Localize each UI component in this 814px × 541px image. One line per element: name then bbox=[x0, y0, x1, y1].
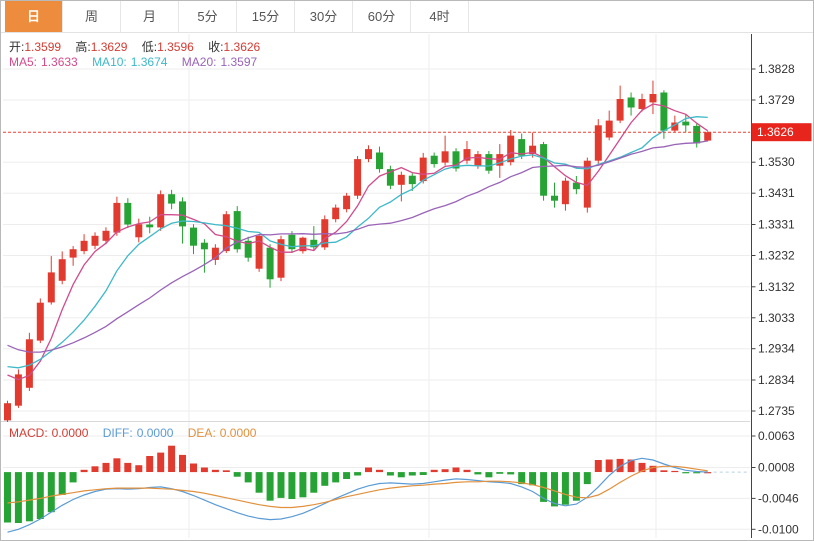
macd-label: MACD: bbox=[9, 426, 48, 440]
ma5-readout: MA5: 1.3633 bbox=[9, 55, 78, 69]
gridlines bbox=[1, 34, 750, 538]
tab-min15[interactable]: 15分 bbox=[237, 1, 295, 32]
dea-label: DEA: bbox=[187, 426, 216, 440]
macd-panel bbox=[4, 445, 750, 533]
tab-month[interactable]: 月 bbox=[121, 1, 179, 32]
diff-label: DIFF: bbox=[102, 426, 133, 440]
ma-lines bbox=[7, 103, 709, 381]
macd-value: 0.0000 bbox=[51, 426, 89, 440]
current-price-value: 1.3626 bbox=[757, 125, 794, 139]
close-value: 1.3626 bbox=[223, 40, 261, 54]
dea-value: 0.0000 bbox=[219, 426, 257, 440]
diff-value: 0.0000 bbox=[136, 426, 174, 440]
macd-readout: MACD: 0.0000 bbox=[9, 426, 88, 440]
svg-text:1.2834: 1.2834 bbox=[758, 373, 795, 387]
tab-week[interactable]: 周 bbox=[63, 1, 121, 32]
svg-text:1.3232: 1.3232 bbox=[758, 249, 795, 263]
open-label: 开: bbox=[9, 40, 25, 54]
ma-legend: MA5: 1.3633 MA10: 1.3674 MA20: 1.3597 bbox=[9, 55, 268, 69]
tab-min5[interactable]: 5分 bbox=[179, 1, 237, 32]
dea-readout: DEA: 0.0000 bbox=[188, 426, 257, 440]
svg-text:-0.0100: -0.0100 bbox=[758, 522, 799, 536]
close-label: 收: bbox=[208, 40, 224, 54]
svg-text:0.0008: 0.0008 bbox=[758, 461, 795, 475]
tab-min30[interactable]: 30分 bbox=[295, 1, 353, 32]
current-price-badge: 1.3626 bbox=[751, 123, 812, 142]
ma10-value: 1.3674 bbox=[130, 55, 168, 69]
ma20-line bbox=[7, 140, 708, 353]
price-axis: 1.3828 1.3729 1.3530 1.3431 1.3331 1.3232 1.31… bbox=[751, 34, 799, 538]
tab-hour4[interactable]: 4时 bbox=[411, 1, 469, 32]
ma20-label: MA20: bbox=[181, 55, 217, 69]
diff-line bbox=[7, 457, 708, 533]
dea-line bbox=[7, 465, 708, 509]
high-readout: 高:1.3629 bbox=[75, 40, 127, 54]
svg-text:-0.0046: -0.0046 bbox=[758, 491, 799, 505]
ma20-value: 1.3597 bbox=[220, 55, 258, 69]
high-value: 1.3629 bbox=[90, 40, 128, 54]
tab-day[interactable]: 日 bbox=[5, 1, 63, 32]
svg-text:1.3132: 1.3132 bbox=[758, 280, 795, 294]
open-value: 1.3599 bbox=[24, 40, 62, 54]
svg-text:1.3530: 1.3530 bbox=[758, 155, 795, 169]
diff-readout: DIFF: 0.0000 bbox=[103, 426, 174, 440]
timeframe-tab-bar: 日周月 5分 15分 30分 60分 4时 bbox=[1, 1, 813, 33]
svg-text:1.3431: 1.3431 bbox=[758, 186, 795, 200]
ma10-label: MA10: bbox=[92, 55, 127, 69]
tab-min60[interactable]: 60分 bbox=[353, 1, 411, 32]
open-readout: 开:1.3599 bbox=[9, 40, 61, 54]
ma5-label: MA5: bbox=[9, 55, 38, 69]
ma5-line bbox=[7, 103, 709, 381]
ma20-readout: MA20: 1.3597 bbox=[182, 55, 257, 69]
low-label: 低: bbox=[141, 40, 158, 54]
svg-text:1.3331: 1.3331 bbox=[758, 218, 795, 232]
macd-legend: MACD: 0.0000 DIFF: 0.0000 DEA: 0.0000 bbox=[9, 426, 267, 440]
close-readout: 收:1.3626 bbox=[208, 40, 260, 54]
high-label: 高: bbox=[75, 40, 91, 54]
svg-text:0.0063: 0.0063 bbox=[758, 429, 795, 443]
ohlc-legend: 开:1.3599 高:1.3629 低:1.3596 收:1.3626 bbox=[9, 38, 271, 55]
ma5-value: 1.3633 bbox=[41, 55, 78, 69]
ma10-line bbox=[7, 116, 708, 369]
svg-text:1.2735: 1.2735 bbox=[758, 404, 795, 418]
svg-text:1.3828: 1.3828 bbox=[758, 62, 795, 76]
svg-text:1.2934: 1.2934 bbox=[758, 342, 795, 356]
svg-text:1.3729: 1.3729 bbox=[758, 93, 795, 107]
svg-text:1.3033: 1.3033 bbox=[758, 311, 795, 325]
low-value: 1.3596 bbox=[157, 40, 194, 54]
low-readout: 低:1.3596 bbox=[142, 40, 194, 54]
ma10-readout: MA10: 1.3674 bbox=[92, 55, 167, 69]
candles bbox=[4, 80, 712, 422]
